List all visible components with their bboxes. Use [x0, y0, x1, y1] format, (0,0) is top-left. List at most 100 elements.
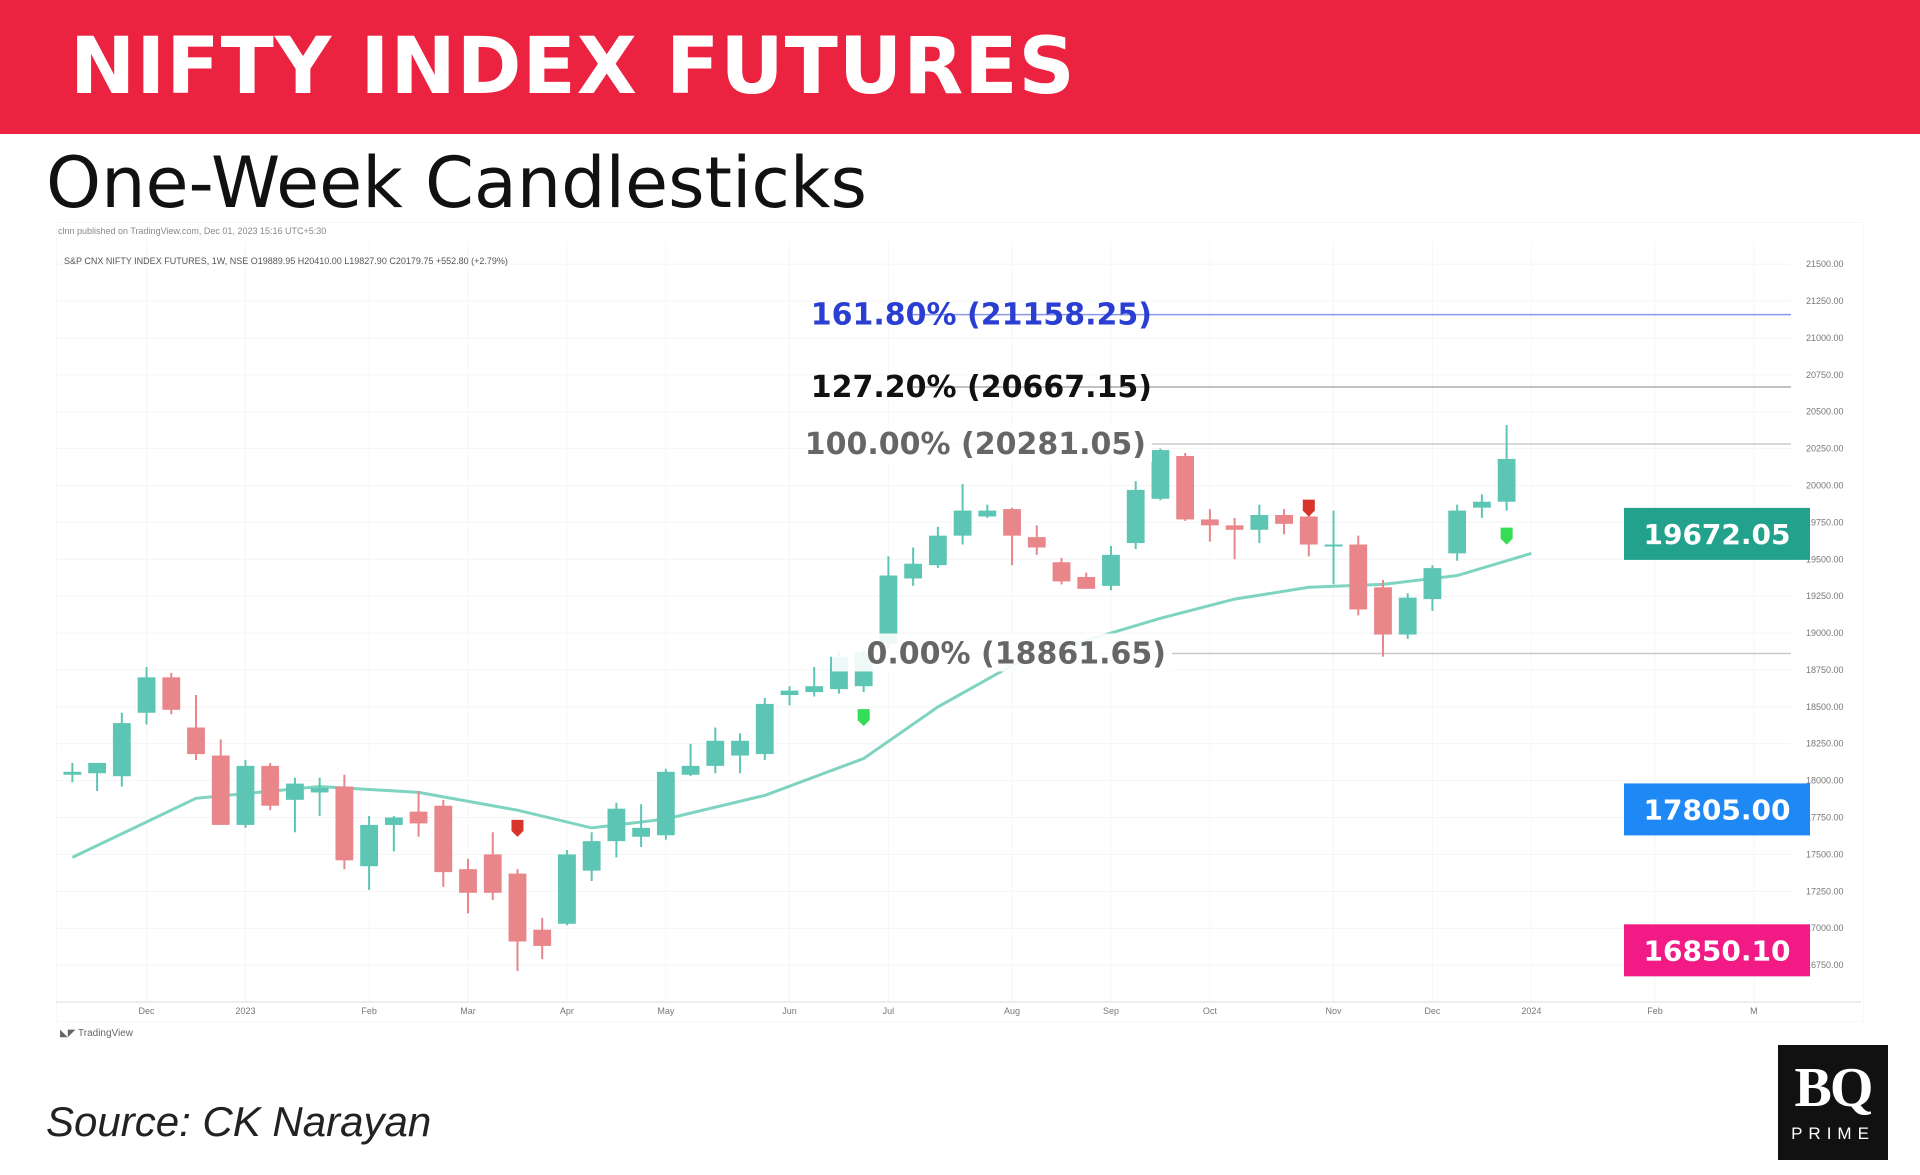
- y-tick-label: 19500.00: [1806, 554, 1844, 564]
- candle-body: [1324, 544, 1343, 547]
- y-tick-label: 17750.00: [1806, 813, 1844, 823]
- fib-label-bg: [812, 424, 1152, 463]
- tradingview-icon: ◣◤: [60, 1028, 76, 1039]
- candle-body: [1472, 501, 1491, 508]
- tradingview-label: TradingView: [78, 1028, 134, 1039]
- candle-body: [879, 575, 898, 644]
- candle-body: [731, 740, 749, 756]
- candlestick-chart: 16750.00 17000.00 17250.00 17500.00 17750.00…: [55, 221, 1865, 1023]
- x-tick-label: 2023: [235, 1006, 255, 1016]
- y-tick-label: 17250.00: [1806, 886, 1844, 896]
- candle-body: [286, 783, 304, 800]
- tradingview-logo: ◣◤ TradingView: [60, 1028, 133, 1039]
- candle-body: [1250, 515, 1269, 530]
- price-tag: [1624, 783, 1810, 836]
- y-tick-label: 20750.00: [1806, 370, 1844, 380]
- signal-marker: [1302, 499, 1315, 517]
- signal-marker: [857, 709, 870, 727]
- logo-main: BQ: [1794, 1057, 1874, 1119]
- candle-body: [261, 765, 280, 806]
- candle-body: [1077, 576, 1096, 589]
- y-tick-label: 19750.00: [1806, 517, 1844, 527]
- y-tick-label: 17500.00: [1806, 849, 1844, 859]
- candle-body: [384, 817, 403, 825]
- candle-body: [162, 677, 181, 710]
- moving-average-line: [71, 551, 1532, 859]
- x-tick-label: M: [1750, 1006, 1758, 1016]
- candle-body: [335, 786, 354, 861]
- title-banner: NIFTY INDEX FUTURES: [0, 0, 1920, 134]
- candle-body: [780, 690, 799, 696]
- candle-body: [236, 765, 255, 825]
- candle-body: [483, 854, 502, 893]
- logo-sub: PRIME: [1791, 1124, 1875, 1143]
- candle-body: [632, 827, 651, 837]
- fib-level-label: 161.80% (21158.25): [811, 298, 1152, 333]
- signal-marker: [511, 819, 524, 837]
- candle-body: [978, 510, 997, 517]
- candle-body: [1374, 587, 1392, 635]
- candle-body: [805, 686, 824, 693]
- candle-body: [755, 703, 774, 755]
- page-title: NIFTY INDEX FUTURES: [70, 22, 1076, 112]
- price-tag: [1624, 507, 1810, 560]
- y-tick-label: 21500.00: [1806, 259, 1844, 269]
- published-note: clnn published on TradingView.com, Dec 0…: [58, 226, 327, 236]
- candle-body: [1349, 544, 1368, 610]
- price-tag: [1624, 924, 1810, 977]
- candle-body: [137, 677, 156, 713]
- candle-body: [211, 755, 230, 825]
- x-tick-label: May: [657, 1006, 675, 1016]
- candle-body: [1151, 450, 1170, 499]
- y-tick-label: 18500.00: [1806, 702, 1844, 712]
- candle-body: [1126, 489, 1145, 544]
- candle-body: [1176, 455, 1195, 520]
- x-tick-label: Apr: [560, 1006, 574, 1016]
- x-tick-label: Oct: [1203, 1006, 1218, 1016]
- y-tick-label: 18250.00: [1806, 739, 1844, 749]
- candle-body: [360, 824, 379, 867]
- candle-body: [63, 771, 82, 775]
- x-tick-label: Aug: [1004, 1006, 1020, 1016]
- price-tag-label: 19672.05: [1643, 518, 1790, 551]
- candle-body: [1448, 510, 1467, 554]
- fib-level-label: 127.20% (20667.15): [811, 370, 1152, 405]
- y-tick-label: 18750.00: [1806, 665, 1844, 675]
- price-tag-label: 16850.10: [1643, 934, 1790, 967]
- chart-area: clnn published on TradingView.com, Dec 0…: [55, 221, 1865, 1023]
- x-tick-label: Feb: [1647, 1006, 1663, 1016]
- candle-body: [434, 805, 453, 873]
- y-tick-label: 20500.00: [1806, 407, 1844, 417]
- candle-body: [656, 771, 675, 836]
- y-tick-label: 21000.00: [1806, 333, 1844, 343]
- candle-body: [112, 723, 131, 777]
- candle-body: [928, 535, 947, 566]
- candle-body: [681, 765, 700, 775]
- candle-body: [1275, 515, 1293, 524]
- chart-background: [55, 221, 1865, 1023]
- candle-body: [310, 788, 329, 793]
- candle-body: [187, 727, 205, 755]
- x-tick-label: Mar: [460, 1006, 476, 1016]
- candle-body: [1003, 509, 1021, 536]
- y-tick-label: 21250.00: [1806, 296, 1844, 306]
- y-tick-label: 16750.00: [1806, 960, 1844, 970]
- candle-body: [1497, 458, 1516, 502]
- candle-body: [904, 563, 923, 579]
- x-tick-label: Dec: [1424, 1006, 1441, 1016]
- source-note: Source: CK Narayan: [46, 1098, 432, 1145]
- candle-body: [409, 811, 428, 824]
- x-tick-label: Dec: [139, 1006, 156, 1016]
- candle-body: [1398, 597, 1417, 635]
- x-tick-label: Nov: [1326, 1006, 1343, 1016]
- candle-body: [582, 841, 601, 871]
- candle-body: [508, 873, 527, 942]
- candle-body: [88, 762, 106, 774]
- fib-label-bg: [832, 633, 1172, 672]
- price-tag-label: 17805.00: [1643, 793, 1790, 826]
- candle-body: [706, 740, 725, 766]
- candle-body: [1102, 554, 1120, 586]
- bq-prime-logo: BQ PRIME: [1778, 1045, 1888, 1160]
- fib-level-label: 0.00% (18861.65): [867, 636, 1166, 671]
- candle-body: [459, 869, 477, 893]
